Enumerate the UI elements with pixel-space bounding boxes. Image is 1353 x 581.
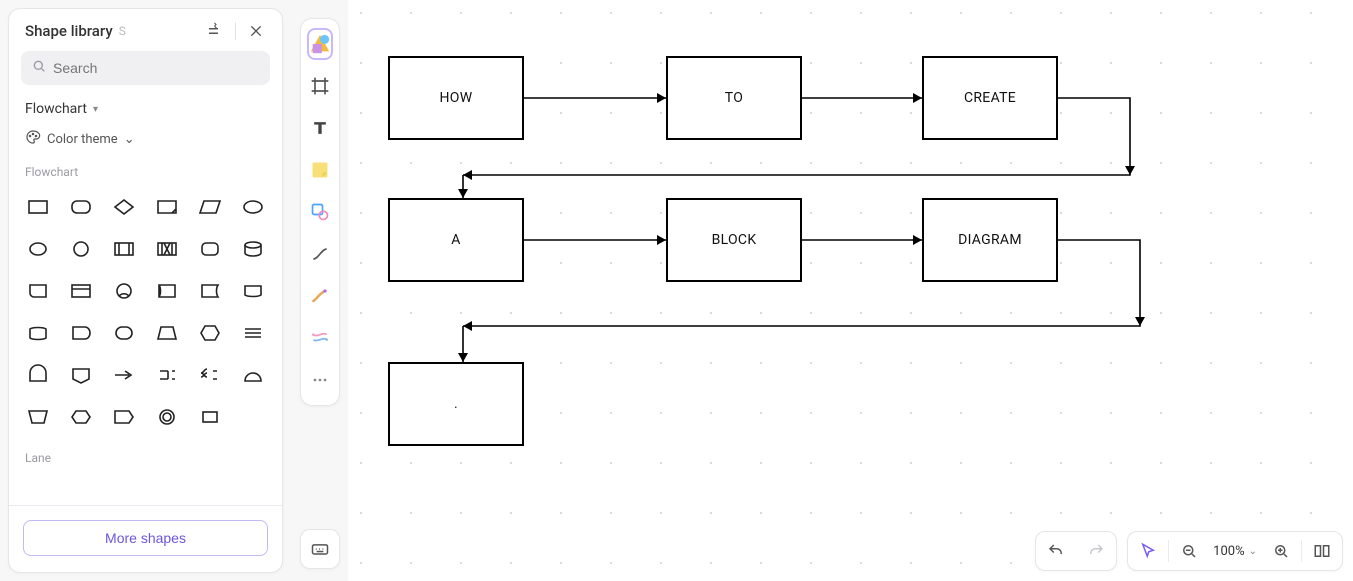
- chevron-down-icon: ⌄: [124, 132, 135, 147]
- shape-swatch[interactable]: [60, 355, 101, 395]
- shape-swatch[interactable]: [17, 355, 58, 395]
- flow-diagram: HOW TO CREATE A BLOCK DIAGRAM.: [348, 0, 1353, 581]
- shape-swatch[interactable]: [147, 229, 188, 269]
- frame-tool[interactable]: [304, 67, 336, 105]
- shape-swatch[interactable]: [103, 313, 144, 353]
- shape-swatch[interactable]: [17, 187, 58, 227]
- reorder-icon[interactable]: [205, 21, 225, 41]
- shape-swatch[interactable]: [147, 271, 188, 311]
- more-shapes-button[interactable]: More shapes: [23, 520, 268, 556]
- shape-swatch[interactable]: [17, 313, 58, 353]
- flow-node[interactable]: BLOCK: [666, 198, 802, 282]
- shape-swatch[interactable]: [190, 187, 231, 227]
- shape-swatch[interactable]: [190, 355, 231, 395]
- shape-outline-tool[interactable]: [304, 193, 336, 231]
- shape-swatch[interactable]: [103, 229, 144, 269]
- chevron-down-icon: ▾: [93, 104, 98, 115]
- canvas[interactable]: HOW TO CREATE A BLOCK DIAGRAM.: [348, 0, 1353, 581]
- shape-swatch[interactable]: [17, 229, 58, 269]
- search-field-wrap[interactable]: [21, 51, 270, 85]
- shape-swatch[interactable]: [190, 229, 231, 269]
- text-tool[interactable]: [304, 109, 336, 147]
- shape-library-title-text: Shape library: [25, 22, 113, 40]
- shape-swatch[interactable]: [233, 187, 274, 227]
- shape-library-shortcut: S: [119, 24, 126, 38]
- history-group: [1035, 531, 1117, 571]
- shape-grid: [9, 183, 282, 441]
- shapes-tool[interactable]: [304, 25, 336, 63]
- shape-swatch[interactable]: [147, 355, 188, 395]
- shape-swatch[interactable]: [233, 229, 274, 269]
- redo-button[interactable]: [1076, 531, 1116, 571]
- header-divider: [235, 22, 236, 40]
- palette-icon: [25, 129, 41, 149]
- shape-swatch[interactable]: [190, 313, 231, 353]
- flow-node[interactable]: .: [388, 362, 524, 446]
- view-group: 100% ⌄: [1127, 531, 1343, 571]
- shape-swatch[interactable]: [190, 271, 231, 311]
- undo-button[interactable]: [1036, 531, 1076, 571]
- shape-library-title: Shape library S: [25, 22, 126, 40]
- shape-library-panel: Shape library S Flowchart ▾: [8, 8, 283, 573]
- shape-swatch[interactable]: [147, 187, 188, 227]
- shape-swatch[interactable]: [233, 313, 274, 353]
- zoom-level-text: 100%: [1213, 544, 1244, 559]
- more-tools[interactable]: [304, 361, 336, 399]
- shape-swatch[interactable]: [190, 397, 231, 437]
- pen-tool[interactable]: [304, 277, 336, 315]
- flow-node[interactable]: A: [388, 198, 524, 282]
- sticky-tool[interactable]: [304, 151, 336, 189]
- shape-swatch[interactable]: [60, 187, 101, 227]
- shape-swatch[interactable]: [233, 271, 274, 311]
- keyboard-shortcuts-button[interactable]: [300, 529, 340, 569]
- cursor-tool[interactable]: [1128, 531, 1168, 571]
- group-label-flowchart: Flowchart: [9, 155, 282, 183]
- shape-swatch[interactable]: [103, 187, 144, 227]
- more-shapes-wrap: More shapes: [9, 505, 282, 572]
- canvas-controls: 100% ⌄: [1035, 531, 1343, 571]
- section-label: Flowchart: [25, 101, 87, 117]
- group-label-lane: Lane: [9, 441, 282, 469]
- zoom-level[interactable]: 100% ⌄: [1209, 544, 1261, 559]
- flow-node[interactable]: TO: [666, 56, 802, 140]
- zoom-out-button[interactable]: [1169, 531, 1209, 571]
- shape-swatch[interactable]: [147, 313, 188, 353]
- flow-node[interactable]: CREATE: [922, 56, 1058, 140]
- shape-swatch[interactable]: [103, 355, 144, 395]
- shape-swatch[interactable]: [60, 229, 101, 269]
- shape-library-header: Shape library S: [9, 9, 282, 51]
- chevron-down-icon: ⌄: [1249, 546, 1257, 557]
- close-icon[interactable]: [246, 21, 266, 41]
- flow-node[interactable]: DIAGRAM: [922, 198, 1058, 282]
- shape-swatch[interactable]: [17, 397, 58, 437]
- shape-swatch[interactable]: [60, 313, 101, 353]
- shape-swatch[interactable]: [60, 397, 101, 437]
- color-theme-row[interactable]: Color theme ⌄: [9, 123, 282, 155]
- search-icon: [31, 58, 47, 78]
- color-theme-label: Color theme: [47, 132, 118, 147]
- zoom-in-button[interactable]: [1261, 531, 1301, 571]
- flow-node[interactable]: HOW: [388, 56, 524, 140]
- search-input[interactable]: [53, 60, 260, 76]
- shape-swatch[interactable]: [103, 271, 144, 311]
- connector-tool[interactable]: [304, 235, 336, 273]
- shape-swatch[interactable]: [147, 397, 188, 437]
- minimap-button[interactable]: [1302, 531, 1342, 571]
- tool-palette: [300, 18, 340, 406]
- shape-swatch[interactable]: [103, 397, 144, 437]
- section-flowchart[interactable]: Flowchart ▾: [9, 95, 282, 123]
- shape-swatch[interactable]: [60, 271, 101, 311]
- shape-swatch[interactable]: [233, 355, 274, 395]
- shape-swatch[interactable]: [17, 271, 58, 311]
- swimlane-tool[interactable]: [304, 319, 336, 357]
